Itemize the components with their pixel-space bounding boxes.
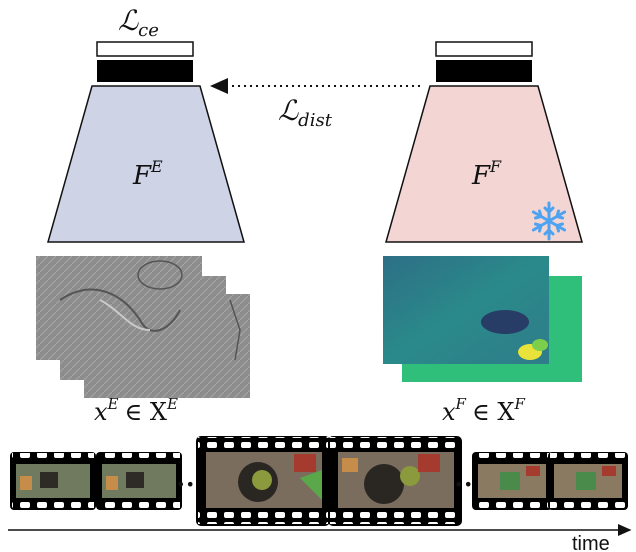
event-branch: ℒce FE xE ∈ XE bbox=[36, 4, 250, 426]
film-frame-1 bbox=[10, 452, 96, 510]
dist-loss-label: ℒdist bbox=[278, 94, 333, 131]
film-strip: ••• ••• bbox=[10, 436, 628, 526]
time-label: time bbox=[572, 533, 610, 552]
film-frame-5 bbox=[472, 452, 552, 510]
frame-encoder-label: FF bbox=[471, 157, 502, 191]
distillation-arrow: ℒdist bbox=[210, 78, 420, 131]
snowflake-icon bbox=[531, 201, 567, 241]
event-frame-stack bbox=[36, 256, 250, 398]
frame-input-label: xF ∈ XF bbox=[442, 395, 525, 426]
frame-branch: FF xF ∈ XF bbox=[383, 41, 583, 426]
event-encoder-label: FE bbox=[132, 157, 163, 191]
event-input-label: xE ∈ XE bbox=[94, 395, 178, 426]
event-encoder bbox=[47, 85, 245, 243]
flow-frame-stack bbox=[383, 256, 582, 382]
classifier-output-box bbox=[96, 41, 194, 57]
classifier-head bbox=[97, 60, 193, 82]
frame-encoder bbox=[385, 85, 583, 243]
film-frame-6 bbox=[548, 452, 628, 510]
time-axis: time bbox=[8, 524, 632, 552]
teacher-output-box bbox=[435, 41, 533, 57]
film-frame-4 bbox=[328, 436, 462, 526]
ce-loss-label: ℒce bbox=[118, 4, 159, 41]
film-frame-2 bbox=[96, 452, 182, 510]
film-frame-3 bbox=[196, 436, 330, 526]
teacher-head bbox=[436, 60, 532, 82]
